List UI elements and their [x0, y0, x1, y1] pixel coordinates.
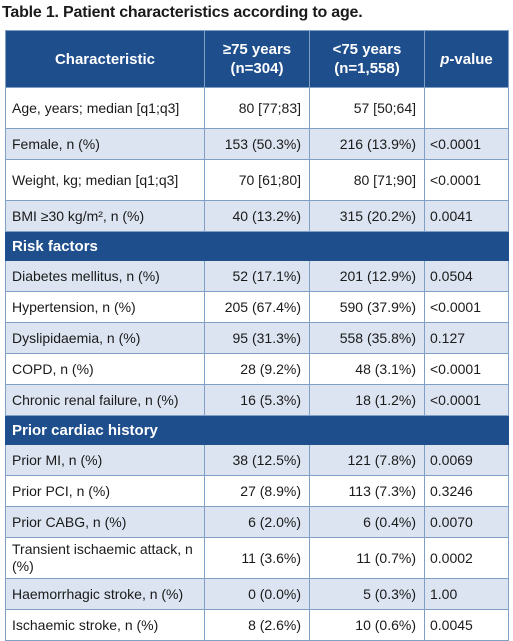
table-row: Hypertension, n (%) 205 (67.4%) 590 (37.…	[5, 291, 509, 323]
table-row: Prior CABG, n (%) 6 (2.0%) 6 (0.4%) 0.00…	[5, 506, 509, 538]
cell-age-75-plus: 95 (31.3%)	[204, 322, 310, 354]
row-label: Diabetes mellitus, n (%)	[5, 260, 205, 292]
table-row: Dyslipidaemia, n (%) 95 (31.3%) 558 (35.…	[5, 322, 509, 354]
header-p-value: p-value	[424, 30, 509, 88]
row-label: Prior MI, n (%)	[5, 444, 205, 476]
cell-p-value: 0.0002	[424, 537, 509, 579]
cell-p-value: 1.00	[424, 578, 509, 610]
cell-age-under-75: 11 (0.7%)	[309, 537, 425, 579]
patient-characteristics-table: Characteristic ≥75 years (n=304) <75 yea…	[5, 30, 509, 641]
cell-p-value: <0.0001	[424, 353, 509, 385]
cell-age-75-plus: 27 (8.9%)	[204, 475, 310, 507]
table-row: BMI ≥30 kg/m², n (%) 40 (13.2%) 315 (20.…	[5, 200, 509, 232]
cell-age-under-75: 48 (3.1%)	[309, 353, 425, 385]
table-caption: Table 1. Patient characteristics accordi…	[2, 4, 363, 21]
cell-age-75-plus: 6 (2.0%)	[204, 506, 310, 538]
cell-age-75-plus: 52 (17.1%)	[204, 260, 310, 292]
header-age-under-75-n: (n=1,558)	[334, 60, 400, 77]
table-row: Transient ischaemic attack, n (%) 11 (3.…	[5, 537, 509, 579]
cell-age-under-75: 113 (7.3%)	[309, 475, 425, 507]
table-row: COPD, n (%) 28 (9.2%) 48 (3.1%) <0.0001	[5, 353, 509, 385]
row-label: Age, years; median [q1;q3]	[5, 87, 205, 129]
table-row: Age, years; median [q1;q3] 80 [77;83] 57…	[5, 87, 509, 129]
cell-age-75-plus: 153 (50.3%)	[204, 128, 310, 160]
cell-p-value: <0.0001	[424, 128, 509, 160]
table-row: Weight, kg; median [q1;q3] 70 [61;80] 80…	[5, 159, 509, 201]
table-row: Prior PCI, n (%) 27 (8.9%) 113 (7.3%) 0.…	[5, 475, 509, 507]
row-label: Transient ischaemic attack, n (%)	[5, 537, 205, 579]
row-label: Female, n (%)	[5, 128, 205, 160]
cell-age-75-plus: 40 (13.2%)	[204, 200, 310, 232]
cell-age-75-plus: 0 (0.0%)	[204, 578, 310, 610]
cell-p-value: <0.0001	[424, 384, 509, 416]
header-p-suffix: -value	[449, 50, 493, 68]
cell-age-under-75: 6 (0.4%)	[309, 506, 425, 538]
cell-p-value: <0.0001	[424, 291, 509, 323]
row-label: BMI ≥30 kg/m², n (%)	[5, 200, 205, 232]
header-age-under-75: <75 years (n=1,558)	[309, 30, 425, 88]
table-row: Chronic renal failure, n (%) 16 (5.3%) 1…	[5, 384, 509, 416]
cell-age-under-75: 558 (35.8%)	[309, 322, 425, 354]
cell-age-75-plus: 38 (12.5%)	[204, 444, 310, 476]
header-characteristic: Characteristic	[5, 30, 205, 88]
table-row: Haemorrhagic stroke, n (%) 0 (0.0%) 5 (0…	[5, 578, 509, 610]
cell-p-value: 0.127	[424, 322, 509, 354]
cell-age-under-75: 216 (13.9%)	[309, 128, 425, 160]
row-label: COPD, n (%)	[5, 353, 205, 385]
cell-p-value: 0.0041	[424, 200, 509, 232]
section-risk-factors: Risk factors	[5, 231, 509, 261]
cell-age-75-plus: 205 (67.4%)	[204, 291, 310, 323]
header-age-75-plus: ≥75 years (n=304)	[204, 30, 310, 88]
cell-p-value: 0.3246	[424, 475, 509, 507]
cell-age-75-plus: 70 [61;80]	[204, 159, 310, 201]
cell-age-75-plus: 28 (9.2%)	[204, 353, 310, 385]
cell-age-under-75: 18 (1.2%)	[309, 384, 425, 416]
cell-p-value: 0.0070	[424, 506, 509, 538]
table-row: Prior MI, n (%) 38 (12.5%) 121 (7.8%) 0.…	[5, 444, 509, 476]
section-header-row: Prior cardiac history	[5, 415, 509, 445]
cell-age-under-75: 80 [71;90]	[309, 159, 425, 201]
header-row: Characteristic ≥75 years (n=304) <75 yea…	[5, 30, 509, 88]
row-label: Haemorrhagic stroke, n (%)	[5, 578, 205, 610]
cell-age-75-plus: 11 (3.6%)	[204, 537, 310, 579]
cell-p-value: <0.0001	[424, 159, 509, 201]
table-row: Diabetes mellitus, n (%) 52 (17.1%) 201 …	[5, 260, 509, 292]
table-row: Female, n (%) 153 (50.3%) 216 (13.9%) <0…	[5, 128, 509, 160]
header-p-italic: p	[440, 50, 450, 68]
row-label: Chronic renal failure, n (%)	[5, 384, 205, 416]
cell-age-under-75: 201 (12.9%)	[309, 260, 425, 292]
cell-age-under-75: 590 (37.9%)	[309, 291, 425, 323]
row-label: Hypertension, n (%)	[5, 291, 205, 323]
section-header-row: Risk factors	[5, 231, 509, 261]
row-label: Prior CABG, n (%)	[5, 506, 205, 538]
row-label: Dyslipidaemia, n (%)	[5, 322, 205, 354]
section-prior-cardiac-history: Prior cardiac history	[5, 415, 509, 445]
header-age-under-75-label: <75 years	[332, 41, 402, 58]
cell-age-under-75: 315 (20.2%)	[309, 200, 425, 232]
cell-age-under-75: 121 (7.8%)	[309, 444, 425, 476]
cell-age-under-75: 57 [50;64]	[309, 87, 425, 129]
cell-age-75-plus: 80 [77;83]	[204, 87, 310, 129]
header-age-75-plus-n: (n=304)	[230, 60, 284, 77]
header-age-75-plus-label: ≥75 years	[222, 41, 292, 58]
cell-age-75-plus: 16 (5.3%)	[204, 384, 310, 416]
cell-p-value: 0.0069	[424, 444, 509, 476]
cell-p-value: 0.0504	[424, 260, 509, 292]
row-label: Weight, kg; median [q1;q3]	[5, 159, 205, 201]
cell-p-value	[424, 87, 509, 129]
cell-age-under-75: 5 (0.3%)	[309, 578, 425, 610]
row-label: Prior PCI, n (%)	[5, 475, 205, 507]
